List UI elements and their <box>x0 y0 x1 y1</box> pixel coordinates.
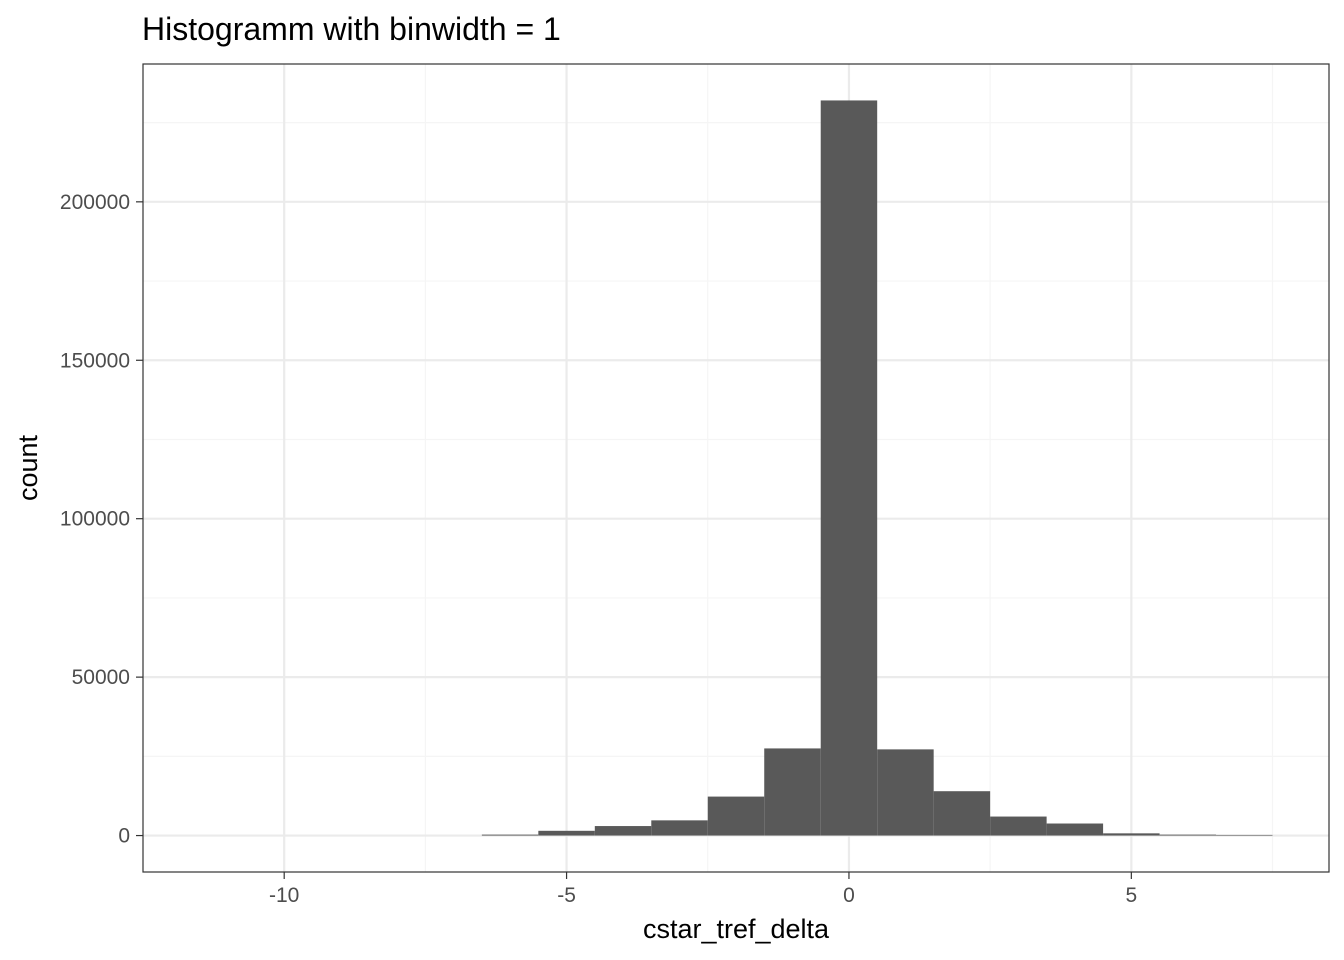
histogram-bar <box>594 826 652 836</box>
major-gridlines <box>143 64 1329 872</box>
y-tick-label: 50000 <box>72 666 130 689</box>
x-tick-label: 0 <box>843 884 855 907</box>
axis-ticks <box>136 201 1132 879</box>
histogram-bar <box>1159 834 1217 836</box>
histogram-bar <box>820 100 878 836</box>
y-tick-label: 150000 <box>60 349 130 372</box>
histogram-bar <box>877 749 934 836</box>
x-tick-label: 5 <box>1125 884 1137 907</box>
minor-gridlines <box>143 64 1329 872</box>
histogram-bar <box>481 834 539 836</box>
y-axis-title: count <box>13 434 43 501</box>
histogram-bar <box>1216 834 1273 836</box>
histogram-bar <box>538 830 595 836</box>
histogram-bar <box>1046 823 1104 836</box>
y-tick-label: 0 <box>118 825 130 848</box>
histogram-bar <box>651 820 708 836</box>
chart-title: Histogramm with binwidth = 1 <box>142 11 561 47</box>
histogram-bar <box>707 796 765 836</box>
x-tick-label: -5 <box>557 884 576 907</box>
y-tick-label: 200000 <box>60 191 130 214</box>
histogram-bar <box>990 816 1047 836</box>
x-tick-label: -10 <box>269 884 299 907</box>
y-axis-tick-labels: 0 50000 100000 150000 200000 <box>60 191 130 848</box>
x-axis-tick-labels: -10 -5 0 5 <box>269 884 1137 907</box>
histogram-bars <box>481 100 1273 836</box>
y-tick-label: 100000 <box>60 508 130 531</box>
x-axis-title: cstar_tref_delta <box>643 914 830 944</box>
histogram-bar <box>1103 833 1160 836</box>
histogram-bar <box>933 791 991 836</box>
histogram-bar <box>764 748 821 836</box>
panel-border <box>142 63 1330 873</box>
